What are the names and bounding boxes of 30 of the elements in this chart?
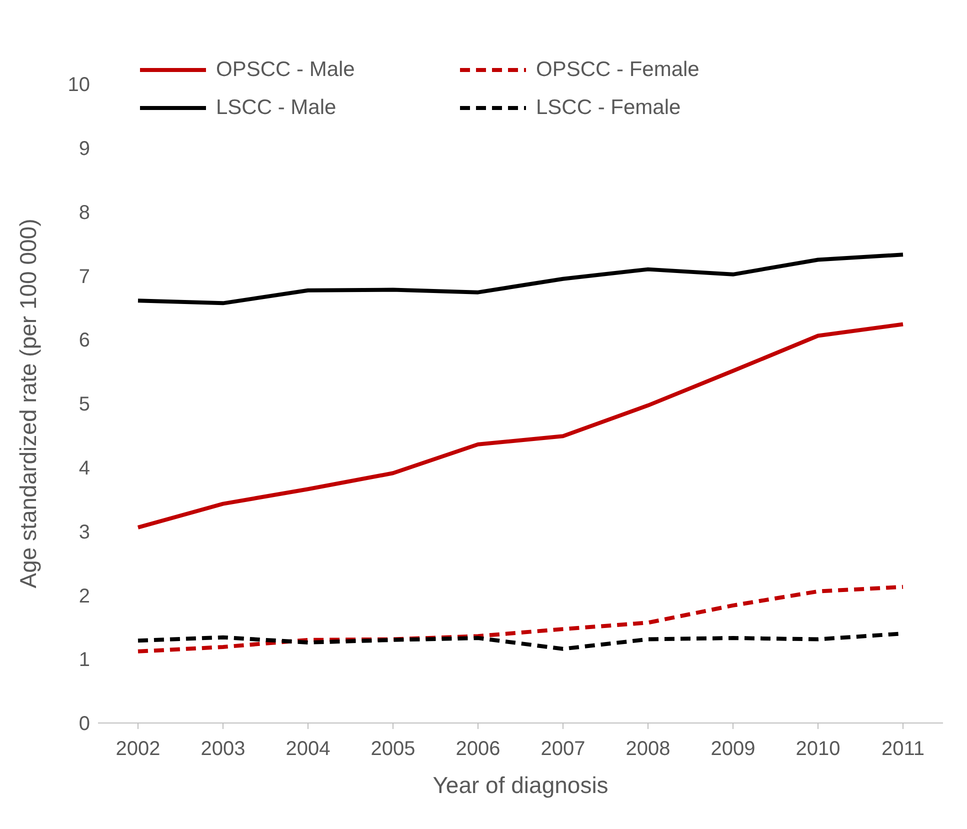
line-series xyxy=(136,584,905,654)
y-tick-label: 6 xyxy=(78,330,90,352)
y-tick-label: 10 xyxy=(68,74,90,96)
x-tick-label: 2005 xyxy=(370,738,416,760)
x-tick-label: 2011 xyxy=(881,738,925,760)
y-tick-label: 7 xyxy=(78,266,90,288)
legend-label: LSCC - Male xyxy=(216,96,336,120)
x-tick-label: 2006 xyxy=(456,738,500,760)
x-tick-label: 2007 xyxy=(540,738,586,760)
x-tick-label: 2002 xyxy=(116,738,160,760)
x-axis-title: Year of diagnosis xyxy=(432,772,608,798)
x-tick-label: 2008 xyxy=(626,738,670,760)
y-tick-label: 4 xyxy=(78,458,90,480)
y-tick-label: 0 xyxy=(78,713,90,736)
legend-label: OPSCC - Male xyxy=(216,58,355,82)
y-axis-title: Age standardized rate (per 100 000) xyxy=(15,218,42,588)
y-tick-label: 1 xyxy=(78,649,90,672)
x-tick-label: 2003 xyxy=(200,738,246,760)
legend-label: OPSCC - Female xyxy=(536,58,700,82)
y-tick-label: 5 xyxy=(78,394,90,416)
x-tick-label: 2009 xyxy=(710,738,756,760)
y-tick-label: 3 xyxy=(78,521,90,544)
y-tick-label: 9 xyxy=(78,138,90,160)
x-tick-label: 2004 xyxy=(286,738,330,760)
line-series xyxy=(136,322,905,530)
legend-label: LSCC - Female xyxy=(536,96,681,120)
y-tick-label: 2 xyxy=(78,585,90,608)
y-tick-label: 8 xyxy=(78,202,90,224)
line-series xyxy=(136,252,905,306)
x-tick-label: 2010 xyxy=(796,738,840,760)
